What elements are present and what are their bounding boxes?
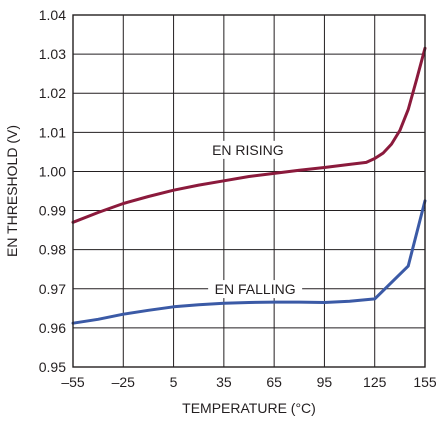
x-tick-labels: –55 –25 5 35 65 95 125 155 <box>61 374 436 390</box>
x-tick-label: –55 <box>61 374 85 390</box>
x-tick-label: –25 <box>112 374 136 390</box>
y-tick-label: 1.03 <box>39 46 66 62</box>
y-tick-label: 0.96 <box>39 320 66 336</box>
annotations: EN RISING EN FALLING <box>205 140 303 299</box>
y-tick-label: 1.00 <box>39 163 66 179</box>
series-lines <box>71 46 427 325</box>
series-line-en-rising <box>71 46 427 224</box>
series-line-en-falling <box>71 199 427 325</box>
plot-frame <box>72 14 426 368</box>
annotation-backdrop <box>208 280 303 299</box>
y-tick-label: 1.01 <box>39 124 66 140</box>
x-tick-label: 35 <box>216 374 232 390</box>
y-tick-label: 1.02 <box>39 85 66 101</box>
y-tick-labels: 0.95 0.96 0.97 0.98 0.99 1.00 1.01 1.02 1.03 1.04 <box>39 7 66 375</box>
y-tick-label: 0.99 <box>39 203 66 219</box>
x-tick-label: 5 <box>170 374 178 390</box>
y-tick-label: 1.04 <box>39 7 66 23</box>
x-tick-label: 95 <box>317 374 333 390</box>
y-tick-label: 0.95 <box>39 359 66 375</box>
x-tick-label: 155 <box>413 374 436 390</box>
x-axis-label: TEMPERATURE (°C) <box>182 400 316 416</box>
x-tick-label: 65 <box>266 374 282 390</box>
annotation-backdrop <box>205 140 291 159</box>
annotation-label: EN FALLING <box>215 281 296 297</box>
annotation-label: EN RISING <box>212 142 284 158</box>
y-tick-label: 0.97 <box>39 281 66 297</box>
y-axis-label: EN THRESHOLD (V) <box>4 125 20 257</box>
y-tick-label: 0.98 <box>39 242 66 258</box>
x-tick-label: 125 <box>363 374 387 390</box>
